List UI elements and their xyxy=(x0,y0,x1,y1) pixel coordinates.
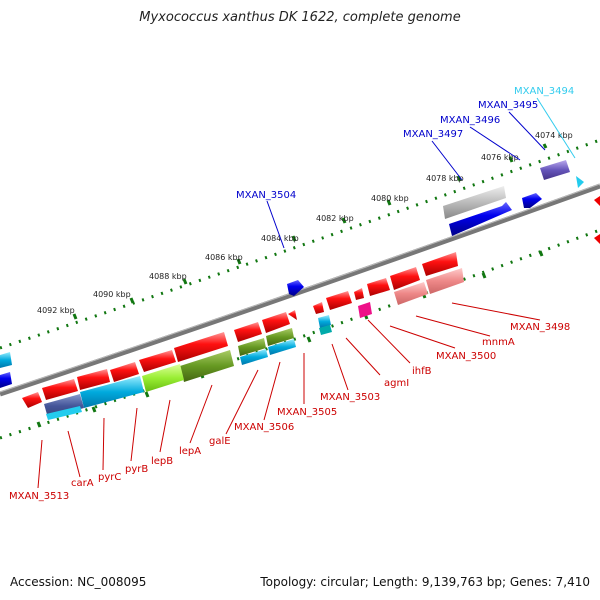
gene-arrow-pink[interactable] xyxy=(426,268,464,294)
gene-arrow-mxan3495[interactable] xyxy=(522,193,542,208)
gene-arrow-red[interactable] xyxy=(390,267,420,290)
gene-arrow-left-edge-blue[interactable] xyxy=(0,372,12,388)
gene-arrow-red[interactable] xyxy=(22,392,42,408)
gene-arrow-olive[interactable] xyxy=(238,338,266,356)
gene-arrow-red[interactable] xyxy=(77,369,110,390)
gene-arrow-red[interactable] xyxy=(367,278,390,296)
gene-arrow-mxan3494-small[interactable] xyxy=(576,176,584,188)
genome-backbone xyxy=(0,183,600,397)
forward-genes xyxy=(0,160,600,388)
gene-label-pyrb[interactable]: pyrB xyxy=(125,464,148,475)
gene-arrow-left-edge-cyan[interactable] xyxy=(0,352,12,368)
gene-arrow-cyan[interactable] xyxy=(80,376,144,408)
ruler-label: 4088 kbp xyxy=(149,272,187,281)
gene-arrow-red[interactable] xyxy=(174,332,228,362)
gene-label-mxan3498[interactable]: MXAN_3498 xyxy=(510,322,570,333)
gene-label-mxan3495[interactable]: MXAN_3495 xyxy=(478,100,538,111)
gene-arrow-red[interactable] xyxy=(262,312,290,333)
ruler-label: 4084 kbp xyxy=(261,234,299,243)
ruler-label: 4080 kbp xyxy=(371,194,409,203)
ruler-label: 4078 kbp xyxy=(426,174,464,183)
ruler-label: 4076 kbp xyxy=(481,153,519,162)
genome-summary-text: Topology: circular; Length: 9,139,763 bp… xyxy=(260,575,590,589)
gene-arrow-lime[interactable] xyxy=(142,364,184,392)
gene-label-cara[interactable]: carA xyxy=(71,478,94,489)
top-leaders xyxy=(266,97,576,249)
gene-label-mxan3496[interactable]: MXAN_3496 xyxy=(440,115,500,126)
gene-arrow-teal[interactable] xyxy=(319,325,332,335)
gene-label-agmi[interactable]: agmI xyxy=(384,378,409,389)
gene-arrow-cyan[interactable] xyxy=(268,339,296,355)
gene-arrow-pink[interactable] xyxy=(394,282,428,305)
ruler-label: 4092 kbp xyxy=(37,306,75,315)
ruler-label: 4082 kbp xyxy=(316,214,354,223)
gene-label-ihfb[interactable]: ihfB xyxy=(412,366,432,377)
accession-text: Accession: NC_008095 xyxy=(10,575,147,589)
gene-label-mxan3506[interactable]: MXAN_3506 xyxy=(234,422,294,433)
gene-arrow-teal[interactable] xyxy=(318,315,331,328)
gene-label-lepb[interactable]: lepB xyxy=(151,456,173,467)
outer-ruler-track xyxy=(0,138,600,350)
gene-arrow-olive[interactable] xyxy=(180,350,234,382)
map-title: Myxococcus xanthus DK 1622, complete gen… xyxy=(139,10,461,25)
gene-arrow-slate[interactable] xyxy=(44,394,84,418)
gene-arrow-red[interactable] xyxy=(234,322,262,342)
gene-label-mxan3505[interactable]: MXAN_3505 xyxy=(277,407,337,418)
gene-arrow-right-edge-2[interactable] xyxy=(594,234,600,244)
gene-arrow-olive[interactable] xyxy=(266,328,294,346)
gene-arrow-right-edge[interactable] xyxy=(594,196,600,206)
gene-label-mxan3494[interactable]: MXAN_3494 xyxy=(514,86,574,97)
gene-arrow-cyan[interactable] xyxy=(240,349,268,365)
gene-arrow-cyan-small[interactable] xyxy=(46,406,82,420)
ruler-label: 4090 kbp xyxy=(93,290,131,299)
gene-label-mxan3503[interactable]: MXAN_3503 xyxy=(320,392,380,403)
gene-label-mxan3513[interactable]: MXAN_3513 xyxy=(9,491,69,502)
gene-label-mxan3500[interactable]: MXAN_3500 xyxy=(436,351,496,362)
gene-arrow-mxan3497[interactable] xyxy=(449,202,512,236)
gene-label-mxan3504[interactable]: MXAN_3504 xyxy=(236,190,296,201)
gene-arrow-red[interactable] xyxy=(42,379,78,400)
reverse-genes xyxy=(22,252,464,420)
gene-arrow-mxan3504[interactable] xyxy=(287,280,304,296)
gene-label-gale[interactable]: galE xyxy=(209,436,231,447)
gene-arrow-magenta[interactable] xyxy=(358,302,372,318)
gene-arrow-red[interactable] xyxy=(139,350,176,372)
ruler-label: 4086 kbp xyxy=(205,253,243,262)
bottom-leaders xyxy=(37,302,541,489)
gene-arrow-red[interactable] xyxy=(422,252,458,276)
gene-label-pyrc[interactable]: pyrC xyxy=(98,472,121,483)
gene-arrow-mxan3497-gray[interactable] xyxy=(443,186,506,219)
gene-label-lepa[interactable]: lepA xyxy=(179,446,201,457)
gene-arrow-red[interactable] xyxy=(288,310,297,320)
gene-label-mxan3497[interactable]: MXAN_3497 xyxy=(403,129,463,140)
gene-arrow-red[interactable] xyxy=(110,362,139,382)
gene-label-mnma[interactable]: mnmA xyxy=(482,337,515,348)
gene-arrow-red[interactable] xyxy=(354,288,364,300)
gene-arrow-red[interactable] xyxy=(326,291,352,310)
gene-arrow-mxan3494[interactable] xyxy=(540,160,570,180)
ruler-label: 4074 kbp xyxy=(535,131,573,140)
gene-arrow-red[interactable] xyxy=(313,302,324,314)
